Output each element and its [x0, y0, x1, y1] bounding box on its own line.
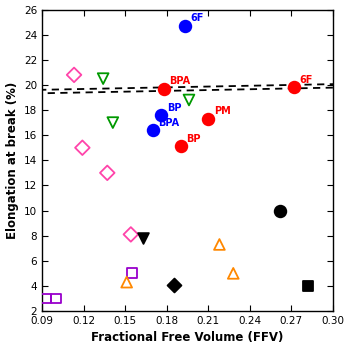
Point	[105, 170, 110, 176]
Y-axis label: Elongation at break (%): Elongation at break (%)	[6, 82, 19, 239]
Point	[44, 296, 49, 301]
Point	[171, 282, 176, 287]
Point	[305, 283, 311, 289]
Point	[150, 127, 156, 133]
Point	[205, 116, 211, 122]
Point	[161, 86, 167, 91]
Point	[71, 72, 77, 78]
Text: PM: PM	[214, 106, 231, 116]
Point	[140, 235, 146, 241]
Text: BP: BP	[186, 134, 201, 144]
Point	[128, 232, 134, 237]
Point	[230, 271, 236, 276]
Point	[292, 85, 297, 90]
Text: 6F: 6F	[300, 75, 313, 85]
Point	[186, 97, 192, 103]
Text: BPA: BPA	[159, 118, 180, 128]
Point	[110, 120, 116, 125]
X-axis label: Fractional Free Volume (FFV): Fractional Free Volume (FFV)	[91, 331, 284, 344]
Point	[53, 296, 59, 301]
Point	[100, 76, 106, 82]
Text: BP: BP	[167, 103, 181, 113]
Point	[217, 241, 222, 247]
Point	[178, 144, 183, 149]
Point	[278, 208, 283, 213]
Point	[182, 23, 188, 29]
Point	[124, 279, 130, 285]
Point	[79, 145, 85, 150]
Text: 6F: 6F	[190, 13, 204, 23]
Point	[159, 112, 164, 118]
Text: BPA: BPA	[170, 76, 191, 86]
Point	[130, 271, 135, 276]
